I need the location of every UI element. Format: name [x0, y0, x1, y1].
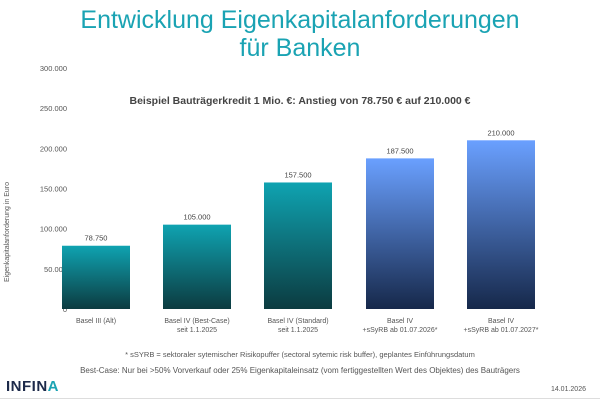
- y-tick-label: 250.000: [40, 104, 67, 113]
- x-tick-label: +sSyRB ab 01.07.2027*: [464, 327, 539, 334]
- y-tick-label: 150.000: [40, 185, 67, 194]
- bar: [163, 224, 231, 309]
- date: 14.01.2026: [550, 386, 586, 393]
- x-tick-label: Basel III (Alt): [76, 318, 116, 325]
- x-tick-label: Basel IV: [488, 318, 514, 325]
- x-tick-label: Basel IV (Standard): [267, 318, 328, 325]
- title-line-1: Entwicklung Eigenkapitalanforderungen: [80, 6, 520, 34]
- best-case-note: Best-Case: Nur bei >50% Vorverkauf oder …: [80, 366, 520, 375]
- bar-chart: Beispiel Bauträgerkredit 1 Mio. €: Ansti…: [4, 64, 539, 334]
- x-tick-label: Basel IV (Best-Case): [164, 318, 229, 325]
- bar: [366, 158, 434, 309]
- x-tick-label: seit 1.1.2025: [177, 327, 217, 334]
- bar: [264, 182, 332, 309]
- data-label: 78.750: [85, 234, 108, 243]
- chart-title: Beispiel Bauträgerkredit 1 Mio. €: Ansti…: [130, 95, 471, 107]
- x-tick-label: Basel IV: [387, 318, 413, 325]
- x-tick-label: +sSyRB ab 01.07.2026*: [363, 327, 438, 334]
- infina-logo: INFINA: [6, 378, 60, 395]
- data-label: 157.500: [284, 170, 311, 179]
- footer-divider: [0, 398, 600, 399]
- y-tick-label: 200.000: [40, 144, 67, 153]
- data-label: 187.500: [386, 146, 413, 155]
- title-line-2: für Banken: [239, 34, 361, 62]
- bar: [467, 140, 535, 309]
- y-tick-label: 0: [63, 305, 67, 314]
- y-tick-label: 50.000: [44, 265, 67, 274]
- slide-title: Entwicklung Eigenkapitalanforderungen fü…: [0, 6, 600, 62]
- data-label: 210.000: [487, 128, 514, 137]
- bar: [62, 245, 130, 309]
- data-label: 105.000: [183, 213, 210, 222]
- y-axis-label: Eigenkapitalanforderung in Euro: [4, 182, 11, 282]
- footnote: * sSYRB = sektoraler sytemischer Risikop…: [125, 350, 475, 359]
- y-tick-label: 100.000: [40, 225, 67, 234]
- x-tick-label: seit 1.1.2025: [278, 327, 318, 334]
- y-tick-label: 300.000: [40, 64, 67, 73]
